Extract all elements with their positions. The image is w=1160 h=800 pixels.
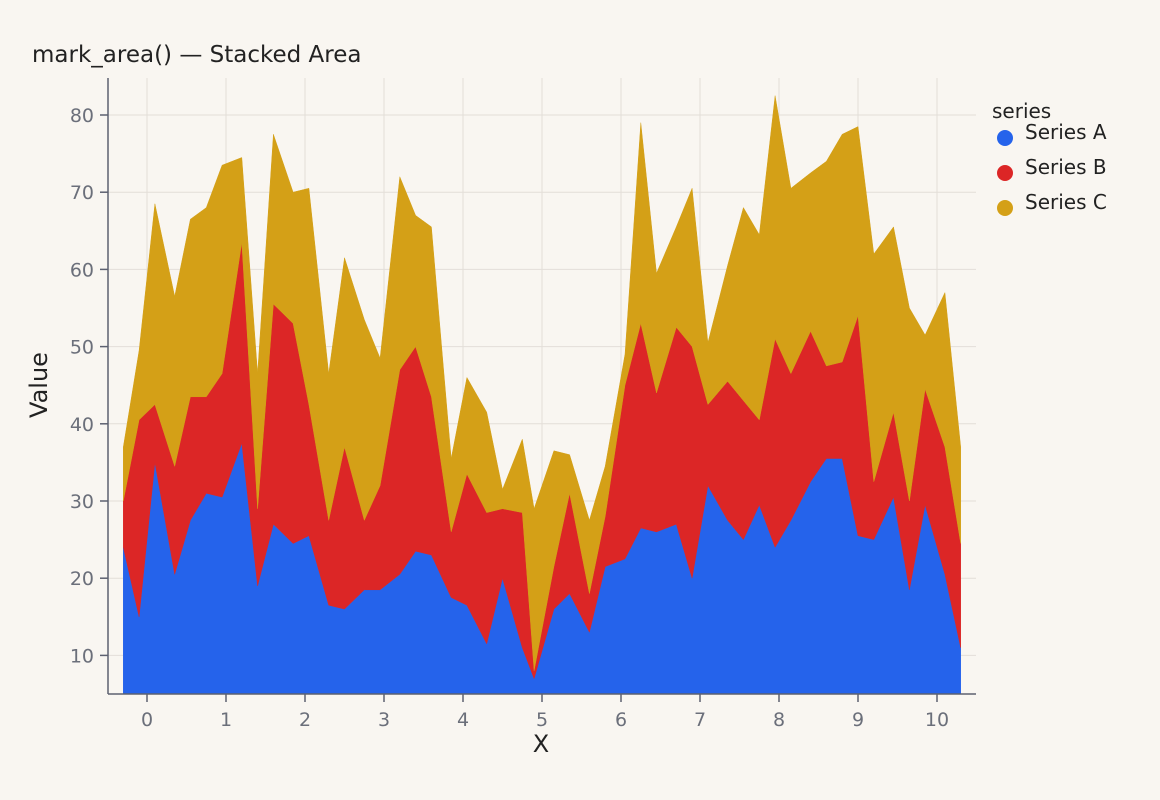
legend-label-series-a: Series A bbox=[1025, 120, 1107, 144]
y-tick-label: 80 bbox=[70, 105, 94, 127]
y-tick-label: 40 bbox=[70, 414, 94, 436]
axes: 0 1 2 3 4 5 6 7 8 9 10 10 20 30 40 50 60 70 80 bbox=[70, 78, 976, 731]
legend-title: series bbox=[992, 99, 1051, 123]
legend-swatch-series-c bbox=[997, 200, 1013, 216]
legend-swatch-series-a bbox=[997, 130, 1013, 146]
x-axis-label: X bbox=[533, 730, 549, 758]
x-tick-label: 4 bbox=[457, 709, 469, 731]
x-tick-label: 7 bbox=[694, 709, 706, 731]
chart-title: mark_area() — Stacked Area bbox=[32, 42, 361, 68]
x-tick-label: 8 bbox=[773, 709, 785, 731]
y-tick-label: 30 bbox=[70, 491, 94, 513]
x-tick-label: 6 bbox=[615, 709, 627, 731]
x-tick-label: 0 bbox=[141, 709, 153, 731]
legend: series Series A Series B Series C bbox=[992, 99, 1107, 216]
legend-label-series-b: Series B bbox=[1025, 155, 1107, 179]
legend-label-series-c: Series C bbox=[1025, 190, 1107, 214]
x-tick-label: 3 bbox=[378, 709, 390, 731]
y-tick-label: 20 bbox=[70, 568, 94, 590]
x-tick-label: 10 bbox=[925, 709, 949, 731]
legend-swatch-series-b bbox=[997, 165, 1013, 181]
x-tick-label: 9 bbox=[852, 709, 864, 731]
x-tick-label: 5 bbox=[536, 709, 548, 731]
y-tick-label: 70 bbox=[70, 182, 94, 204]
y-tick-label: 10 bbox=[70, 645, 94, 667]
x-tick-label: 1 bbox=[220, 709, 232, 731]
x-tick-label: 2 bbox=[299, 709, 311, 731]
y-tick-label: 60 bbox=[70, 259, 94, 281]
series-area-series-c bbox=[123, 95, 961, 671]
y-axis-label: Value bbox=[25, 352, 53, 418]
y-tick-label: 50 bbox=[70, 337, 94, 359]
